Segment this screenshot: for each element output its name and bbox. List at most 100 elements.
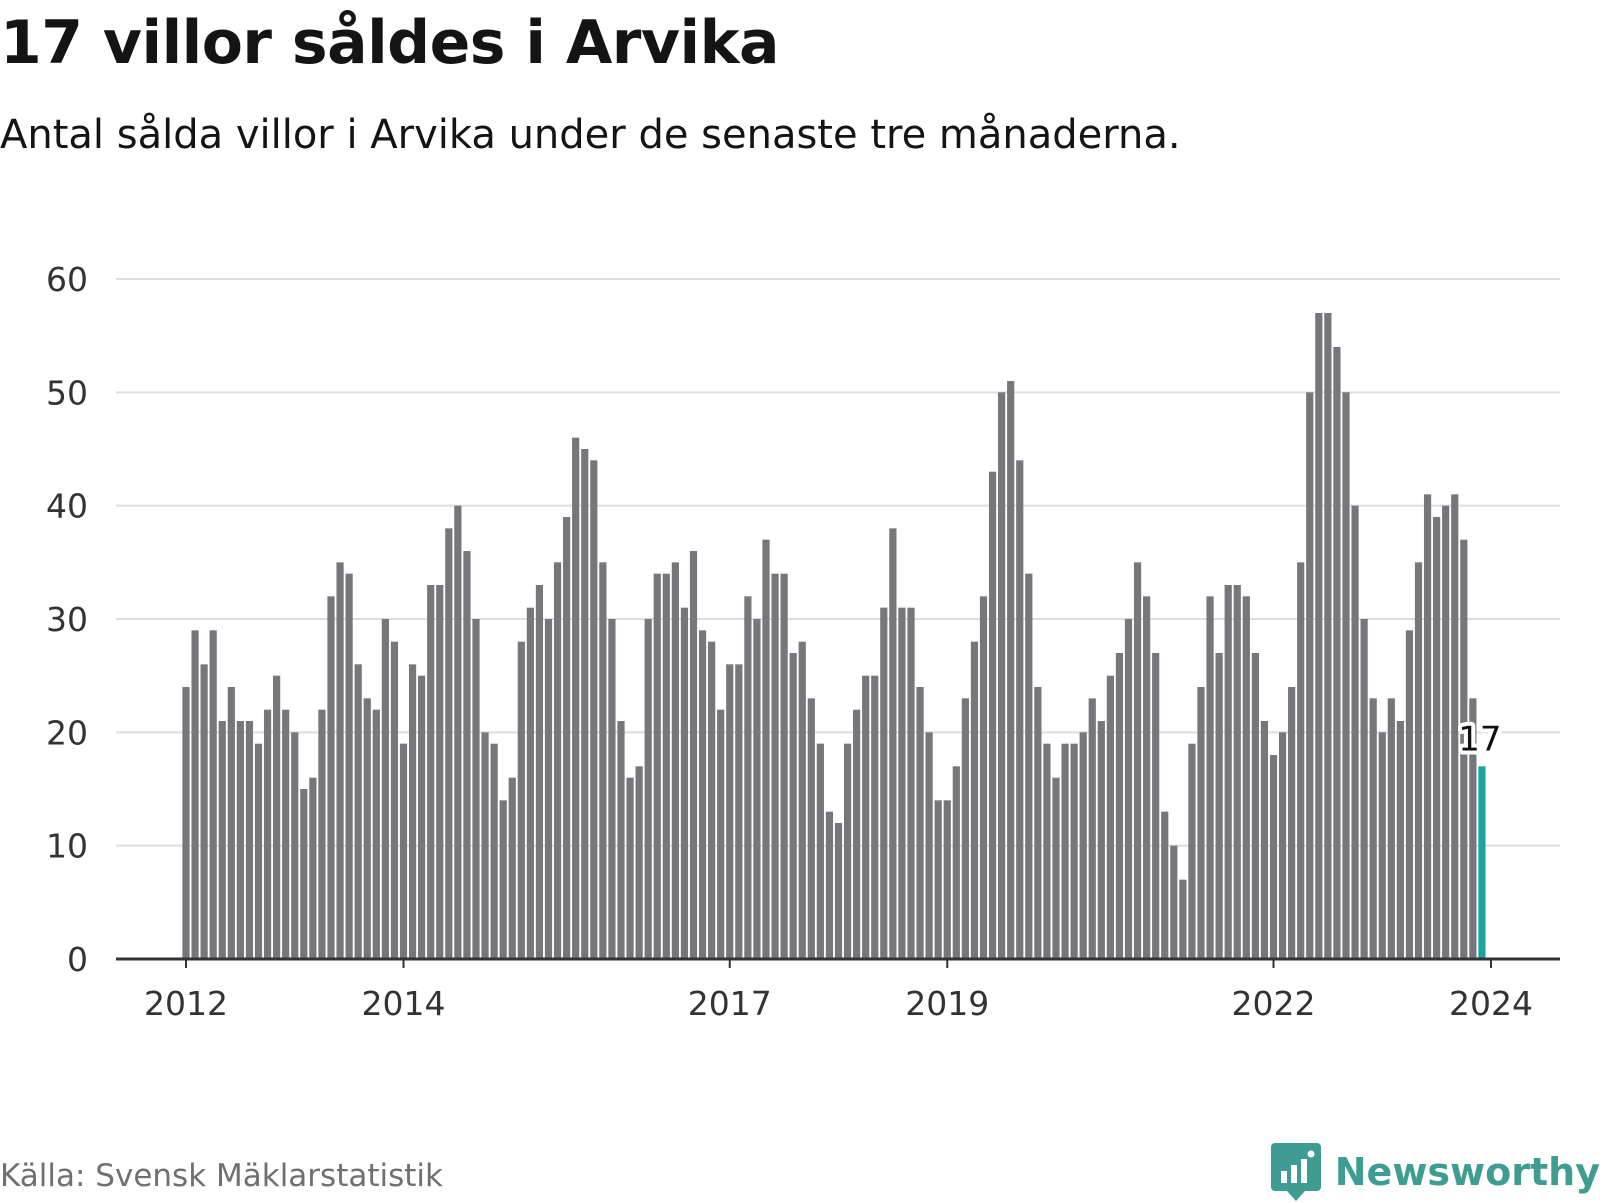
bar (744, 596, 752, 959)
bar (698, 630, 707, 959)
bar (798, 641, 806, 959)
bar (454, 505, 462, 959)
bar (1161, 811, 1169, 959)
bar (771, 573, 779, 959)
brand-name: Newsworthy (1334, 1150, 1600, 1194)
bar (871, 675, 879, 959)
bar (780, 573, 788, 959)
x-tick-label: 2019 (905, 984, 989, 1023)
x-tick-label: 2017 (688, 984, 772, 1023)
bar (1333, 347, 1341, 959)
bar (1016, 460, 1024, 959)
bar (889, 528, 897, 959)
bar (943, 800, 951, 959)
bar (834, 823, 843, 959)
bar (254, 743, 263, 959)
bar (318, 709, 326, 959)
bar (961, 698, 969, 959)
bar (979, 596, 988, 959)
bar (182, 687, 190, 959)
bar (916, 687, 924, 959)
bar (408, 664, 417, 959)
bar (418, 675, 426, 959)
bar-chart-speech-icon (1270, 1143, 1321, 1201)
bar (1052, 777, 1060, 959)
bar (481, 732, 489, 959)
x-axis (116, 957, 1560, 968)
bar (1460, 539, 1468, 959)
y-axis-labels: 0 10 20 30 40 50 60 (46, 260, 88, 979)
bar (227, 687, 235, 959)
bar (517, 641, 525, 959)
bar (1061, 743, 1069, 959)
y-tick-label: 40 (46, 487, 88, 526)
bar (717, 709, 725, 959)
bar (1306, 392, 1314, 959)
bar (490, 743, 498, 959)
bar (970, 641, 979, 959)
bar (1007, 381, 1015, 959)
bar (1170, 845, 1178, 959)
bar (463, 551, 471, 959)
bar (735, 664, 743, 959)
bar (952, 766, 960, 959)
bar (363, 698, 371, 959)
y-tick-label: 60 (46, 260, 88, 299)
bar (599, 562, 607, 959)
bar (1070, 743, 1078, 959)
bar (1405, 630, 1414, 959)
bar (1233, 585, 1241, 959)
bar (1133, 562, 1142, 959)
bar (608, 619, 616, 959)
bar (309, 777, 317, 959)
bar (1278, 732, 1287, 959)
bar (689, 551, 698, 959)
bar (427, 585, 435, 959)
bar (925, 732, 933, 959)
bar (843, 743, 852, 959)
bar (273, 675, 281, 959)
bar (662, 573, 670, 959)
newsworthy-logo: Newsworthy (1270, 1142, 1600, 1202)
y-tick-label: 0 (67, 940, 88, 979)
bar (862, 675, 870, 959)
bar (1269, 755, 1278, 959)
x-axis-labels: 2012 2014 2017 2019 2022 2024 (144, 984, 1533, 1023)
bar (1260, 721, 1269, 959)
bar (1469, 698, 1477, 959)
bar (898, 607, 906, 959)
y-tick-label: 20 (46, 713, 88, 752)
bar (1423, 494, 1432, 959)
bar (1152, 653, 1160, 959)
bar (1414, 562, 1423, 959)
bar (1396, 721, 1404, 959)
bar (1106, 675, 1114, 959)
bar (1034, 687, 1042, 959)
bar (653, 573, 661, 959)
bar (998, 392, 1006, 959)
x-tick-label: 2014 (362, 984, 446, 1023)
bar-chart: 0 10 20 30 40 50 60 2012 2014 2017 2019 2022 2024 1… (46, 260, 1560, 1023)
bar (880, 607, 888, 959)
bar (626, 777, 634, 959)
bar (644, 619, 652, 959)
bar (327, 596, 335, 959)
bar (671, 562, 679, 959)
bar (1224, 585, 1232, 959)
bar (1342, 392, 1350, 959)
y-tick-label: 10 (46, 827, 88, 866)
bar (581, 449, 589, 959)
chart-title: 17 villor såldes i Arvika (0, 8, 779, 78)
bar (499, 800, 507, 959)
bar (816, 743, 824, 959)
bar (1188, 743, 1196, 959)
bars (182, 313, 1486, 960)
bar (807, 698, 815, 959)
bar (853, 709, 861, 959)
chart-subtitle: Antal sålda villor i Arvika under de sen… (0, 112, 1181, 158)
bar (1360, 619, 1368, 959)
bar (1088, 698, 1096, 959)
bar (472, 619, 480, 959)
bar (1324, 313, 1332, 959)
bar (1179, 879, 1187, 959)
